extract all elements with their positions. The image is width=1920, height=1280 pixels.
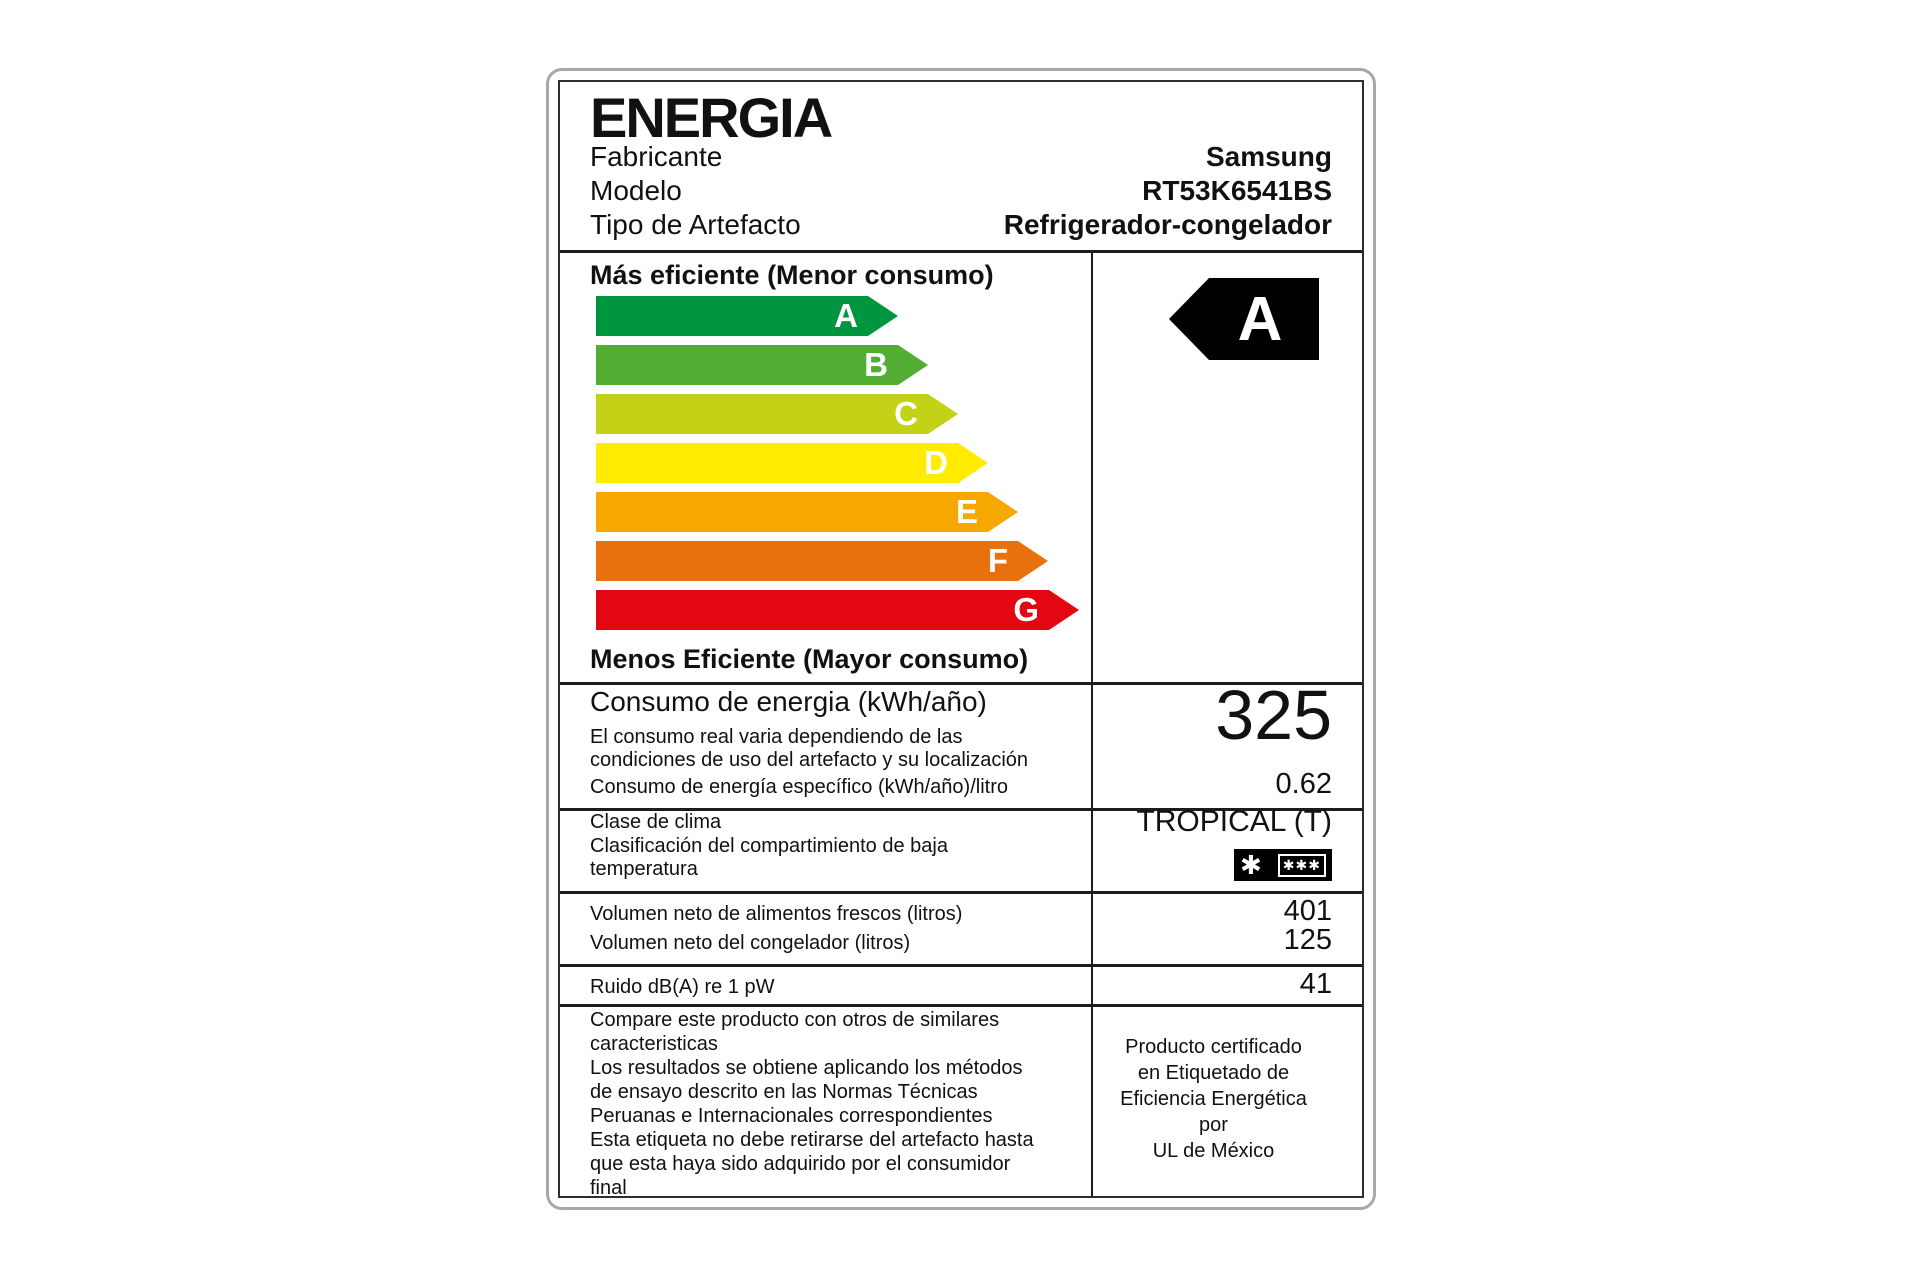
scale-bar-e: E (596, 492, 1018, 532)
consumption-title: Consumo de energia (kWh/año) (590, 686, 987, 717)
footer-note-line: que esta haya sido adquirido por el cons… (590, 1153, 1011, 1175)
volume-value: 125 (1283, 924, 1332, 956)
volume-label: Volumen neto del congelador (litros) (590, 932, 911, 954)
certification-line: Producto certificado (1125, 1036, 1302, 1058)
footer-note-line: Esta etiqueta no debe retirarse del arte… (590, 1129, 1034, 1151)
bar-letter: A (834, 297, 858, 334)
scale-bottom-caption: Menos Eficiente (Mayor consumo) (590, 644, 1029, 674)
column-divider (1091, 253, 1093, 1196)
specific-consumption-row: Consumo de energía específico (kWh/año)/… (590, 768, 1332, 801)
bar-letter: C (894, 395, 918, 432)
divider-line (560, 682, 1362, 685)
consumption-note-line: El consumo real varia dependiendo de las (590, 726, 963, 748)
footer-note-line: Los resultados se obtiene aplicando los … (590, 1057, 1023, 1079)
header-row-1: Fabricante Samsung (590, 140, 1332, 174)
footer-notes: Compare este producto con otros de simil… (590, 1008, 1070, 1198)
consumption-note-line: condiciones de uso del artefacto y su lo… (590, 749, 1029, 771)
footer-note-line: caracteristicas (590, 1033, 718, 1055)
label-title: ENERGIA (590, 86, 833, 149)
scale-bar-g: G (596, 590, 1079, 630)
noise-row: Ruido dB(A) re 1 pW 41 (590, 968, 1332, 1001)
divider-line (560, 808, 1362, 811)
footer-note-line: Compare este producto con otros de simil… (590, 1009, 1000, 1031)
volume-label: Volumen neto de alimentos frescos (litro… (590, 903, 963, 925)
bar-letter: D (924, 444, 948, 481)
divider-line (560, 1004, 1362, 1007)
rating-letter: A (1237, 284, 1283, 354)
energy-label: ENERGIA Fabricante Samsung Modelo RT53K6541… (558, 80, 1364, 1198)
bar-letter: G (1013, 591, 1039, 628)
consumption-value: 325 (1215, 676, 1332, 754)
divider-line (560, 964, 1362, 967)
header-label: Modelo (590, 175, 682, 206)
scale-top-caption: Más eficiente (Menor consumo) (590, 260, 994, 290)
header-rows: Fabricante Samsung Modelo RT53K6541BS Tipo d… (590, 140, 1332, 242)
energy-label-frame: ENERGIA Fabricante Samsung Modelo RT53K6541… (546, 68, 1376, 1210)
header-label: Fabricante (590, 141, 723, 172)
scale-bar-c: C (596, 394, 958, 434)
volume-row: Volumen neto del congelador (litros) 125 (590, 924, 1332, 957)
consumption-notes: El consumo real varia dependiendo de las… (590, 726, 1028, 772)
climate-label-line: temperatura (590, 858, 698, 880)
certification-line: UL de México (1152, 1140, 1275, 1162)
bar-letter: B (864, 346, 888, 383)
header-value: Refrigerador-congelador (1003, 209, 1332, 240)
bar-letter: F (987, 542, 1008, 579)
freezer-star-rating: ✱ ✱✱✱ (1234, 849, 1332, 881)
header-value: Samsung (1205, 141, 1332, 172)
noise-value: 41 (1299, 968, 1332, 1000)
footer-note-line: Peruanas e Internacionales correspondien… (590, 1105, 993, 1127)
footer-note-line: de ensayo descrito en las Normas Técnica… (590, 1081, 978, 1103)
rating-arrow-icon: A (1169, 278, 1319, 360)
certification-text: Producto certificado en Etiquetado de Efic… (1105, 1034, 1322, 1164)
noise-label: Ruido dB(A) re 1 pW (590, 976, 775, 998)
scale-bar-d: D (596, 443, 988, 483)
certification-line: en Etiquetado de (1137, 1062, 1290, 1084)
scale-bar-a: A (596, 296, 898, 336)
specific-consumption-label: Consumo de energía específico (kWh/año)/… (590, 776, 1008, 798)
climate-class-value: TROPICAL (T) (1136, 805, 1332, 838)
header-value: RT53K6541BS (1142, 175, 1332, 206)
footer-note-line: final (590, 1177, 627, 1198)
volume-value: 401 (1283, 895, 1332, 927)
climate-label-line: Clasificación del compartimiento de baja (590, 834, 948, 857)
header-label: Tipo de Artefacto (590, 209, 801, 240)
scale-bar-b: B (596, 345, 928, 385)
certification-line: por (1199, 1114, 1228, 1136)
specific-consumption-value: 0.62 (1275, 768, 1332, 800)
climate-label-line: Clase de clima (590, 811, 722, 833)
header-row-2: Modelo RT53K6541BS (590, 174, 1332, 208)
certification-line: Eficiencia Energética (1120, 1088, 1307, 1110)
star-icon: ✱ (1240, 850, 1262, 880)
climate-labels: Clase de clima Clasificación del comparti… (590, 811, 948, 882)
three-stars-icon: ✱✱✱ (1277, 853, 1326, 877)
bar-letter: E (955, 493, 978, 530)
scale-bar-f: F (596, 541, 1048, 581)
volume-row: Volumen neto de alimentos frescos (litro… (590, 895, 1332, 928)
header-row-3: Tipo de Artefacto Refrigerador-congelador (590, 208, 1332, 242)
divider-line (560, 891, 1362, 894)
header-divider-line (560, 250, 1362, 253)
